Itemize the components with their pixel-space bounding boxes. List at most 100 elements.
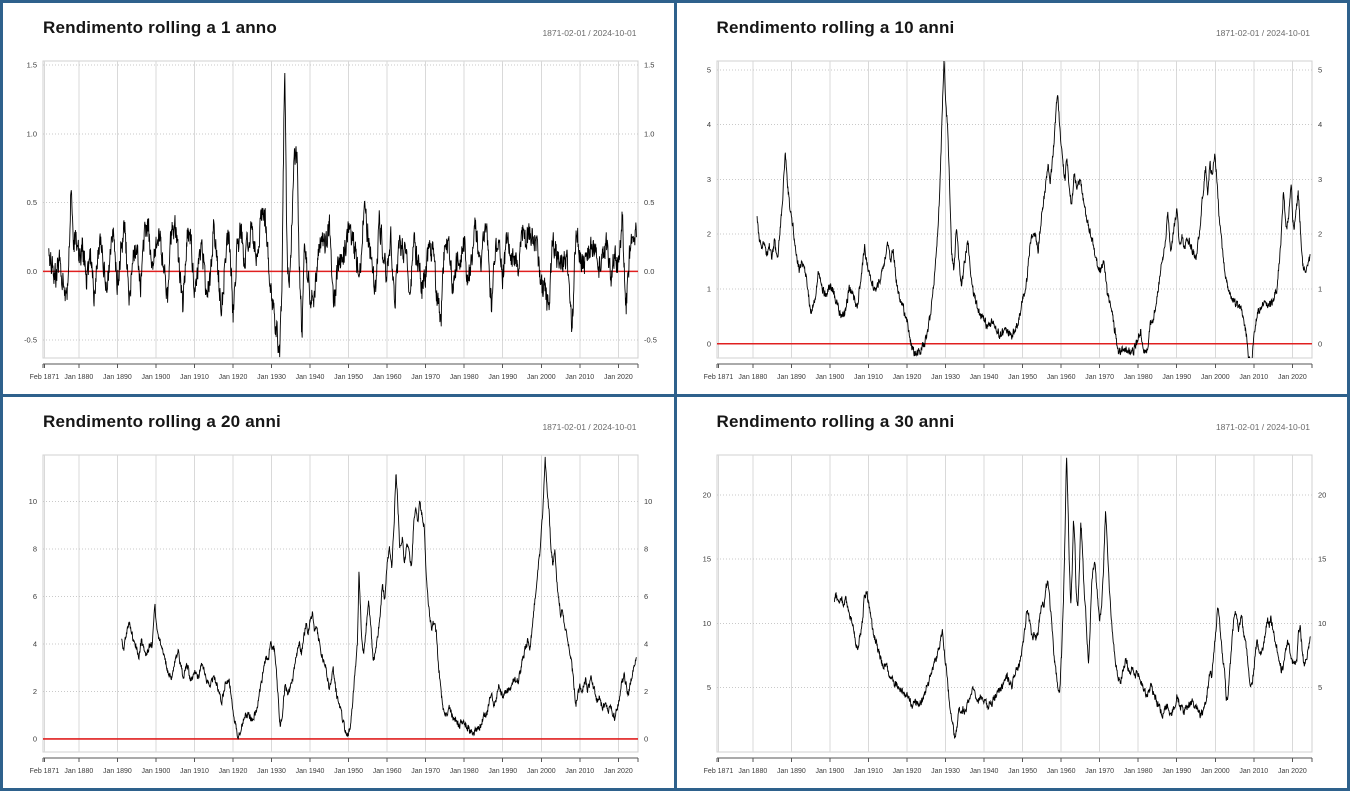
svg-text:Jan 1880: Jan 1880	[64, 768, 93, 775]
svg-text:2: 2	[33, 687, 37, 696]
svg-text:15: 15	[1318, 555, 1326, 564]
svg-text:2: 2	[706, 230, 710, 239]
svg-text:0.5: 0.5	[27, 198, 37, 207]
svg-text:1.5: 1.5	[644, 61, 654, 70]
svg-text:Jan 1950: Jan 1950	[1008, 768, 1037, 775]
svg-text:Jan 1910: Jan 1910	[180, 768, 209, 775]
svg-text:Feb 1871: Feb 1871	[703, 374, 733, 381]
svg-text:1.5: 1.5	[27, 61, 37, 70]
line-chart-20y: 0 0 2 2 4 4 6 6 8 8 10 10 Feb 1871 Jan 1880 Jan 1890 Ja…	[29, 454, 652, 775]
svg-text:10: 10	[29, 497, 37, 506]
svg-text:0: 0	[1318, 339, 1322, 348]
svg-text:Jan 1920: Jan 1920	[219, 374, 248, 381]
svg-text:Jan 1880: Jan 1880	[738, 374, 767, 381]
svg-text:Jan 2000: Jan 2000	[1200, 374, 1229, 381]
svg-text:Jan 2020: Jan 2020	[1277, 374, 1306, 381]
svg-text:1: 1	[706, 284, 710, 293]
svg-text:Jan 1910: Jan 1910	[854, 374, 883, 381]
svg-text:Jan 1900: Jan 1900	[815, 768, 844, 775]
svg-text:Jan 1980: Jan 1980	[1123, 768, 1152, 775]
svg-text:4: 4	[706, 120, 710, 129]
svg-text:2: 2	[644, 687, 648, 696]
svg-text:Jan 2010: Jan 2010	[565, 768, 594, 775]
svg-text:Jan 1930: Jan 1930	[257, 768, 286, 775]
svg-text:5: 5	[1318, 65, 1322, 74]
svg-text:8: 8	[644, 544, 648, 553]
svg-text:15: 15	[702, 555, 710, 564]
svg-text:Jan 1940: Jan 1940	[296, 374, 325, 381]
svg-text:6: 6	[644, 592, 648, 601]
svg-text:Jan 2020: Jan 2020	[604, 768, 633, 775]
svg-text:Feb 1871: Feb 1871	[30, 768, 60, 775]
svg-text:Jan 1990: Jan 1990	[1162, 768, 1191, 775]
svg-text:Feb 1871: Feb 1871	[30, 374, 60, 381]
svg-text:Jan 2020: Jan 2020	[1277, 768, 1306, 775]
svg-text:0.5: 0.5	[644, 198, 654, 207]
svg-text:Jan 1890: Jan 1890	[103, 374, 132, 381]
svg-text:Jan 1980: Jan 1980	[1123, 374, 1152, 381]
svg-text:Jan 1910: Jan 1910	[180, 374, 209, 381]
svg-text:10: 10	[702, 619, 710, 628]
svg-text:Feb 1871: Feb 1871	[703, 768, 733, 775]
svg-text:Jan 1880: Jan 1880	[64, 374, 93, 381]
svg-text:Jan 1990: Jan 1990	[488, 374, 517, 381]
line-chart-10y: 0 0 1 1 2 2 3 3 4 4 5 5 Feb 1871 Jan 1880 Jan 1890 Jan …	[703, 60, 1322, 381]
date-range-label: 1871-02-01 / 2024-10-01	[542, 28, 637, 38]
svg-text:6: 6	[33, 592, 37, 601]
svg-text:Jan 1970: Jan 1970	[411, 374, 440, 381]
svg-text:4: 4	[1318, 120, 1322, 129]
svg-text:Jan 1950: Jan 1950	[1008, 374, 1037, 381]
svg-text:Jan 1900: Jan 1900	[142, 374, 171, 381]
svg-text:4: 4	[644, 639, 648, 648]
svg-text:3: 3	[706, 175, 710, 184]
svg-text:Jan 1890: Jan 1890	[776, 768, 805, 775]
svg-text:0: 0	[33, 734, 37, 743]
date-range-label: 1871-02-01 / 2024-10-01	[542, 422, 637, 432]
svg-text:0.0: 0.0	[27, 267, 37, 276]
svg-text:3: 3	[1318, 175, 1322, 184]
svg-text:Jan 1920: Jan 1920	[219, 768, 248, 775]
chart-title-20y: Rendimento rolling a 20 anni	[43, 412, 281, 431]
svg-text:Jan 1980: Jan 1980	[450, 768, 479, 775]
svg-text:1.0: 1.0	[27, 129, 37, 138]
svg-text:Jan 1940: Jan 1940	[296, 768, 325, 775]
chart-title-1y: Rendimento rolling a 1 anno	[43, 18, 277, 37]
svg-text:Jan 2000: Jan 2000	[1200, 768, 1229, 775]
svg-text:Jan 1950: Jan 1950	[334, 768, 363, 775]
svg-text:Jan 1950: Jan 1950	[334, 374, 363, 381]
svg-text:Jan 1900: Jan 1900	[815, 374, 844, 381]
svg-text:Jan 1940: Jan 1940	[969, 374, 998, 381]
svg-text:10: 10	[1318, 619, 1326, 628]
svg-text:0: 0	[644, 734, 648, 743]
svg-text:Jan 1930: Jan 1930	[257, 374, 286, 381]
svg-text:8: 8	[33, 544, 37, 553]
chart-panel-rolling-20y: Rendimento rolling a 20 anni 1871-02-01 …	[3, 397, 674, 788]
svg-text:Jan 1910: Jan 1910	[854, 768, 883, 775]
svg-text:Jan 1880: Jan 1880	[738, 768, 767, 775]
svg-text:4: 4	[33, 639, 37, 648]
chart-panel-rolling-30y: Rendimento rolling a 30 anni 1871-02-01 …	[676, 397, 1347, 788]
svg-text:Jan 1890: Jan 1890	[103, 768, 132, 775]
svg-text:0.0: 0.0	[644, 267, 654, 276]
svg-text:1: 1	[1318, 284, 1322, 293]
svg-text:5: 5	[1318, 683, 1322, 692]
svg-text:Jan 1900: Jan 1900	[142, 768, 171, 775]
svg-text:Jan 1930: Jan 1930	[931, 768, 960, 775]
svg-text:Jan 1960: Jan 1960	[373, 374, 402, 381]
svg-text:Jan 2010: Jan 2010	[1239, 374, 1268, 381]
svg-text:-0.5: -0.5	[24, 336, 37, 345]
svg-text:Jan 2000: Jan 2000	[527, 768, 556, 775]
svg-text:Jan 1940: Jan 1940	[969, 768, 998, 775]
line-chart-1y: -0.5 -0.5 0.0 0.0 0.5 0.5 1.0 1.0 1.5 1.5 Feb 1871…	[24, 60, 657, 381]
date-range-label: 1871-02-01 / 2024-10-01	[1215, 28, 1310, 38]
svg-text:Jan 1990: Jan 1990	[1162, 374, 1191, 381]
svg-text:Jan 2010: Jan 2010	[1239, 768, 1268, 775]
svg-text:Jan 2010: Jan 2010	[565, 374, 594, 381]
svg-text:Jan 1960: Jan 1960	[1046, 768, 1075, 775]
svg-text:5: 5	[706, 683, 710, 692]
chart-panel-rolling-10y: Rendimento rolling a 10 anni 1871-02-01 …	[676, 3, 1347, 394]
svg-text:0: 0	[706, 339, 710, 348]
chart-title-30y: Rendimento rolling a 30 anni	[716, 412, 955, 431]
svg-text:Jan 1960: Jan 1960	[1046, 374, 1075, 381]
